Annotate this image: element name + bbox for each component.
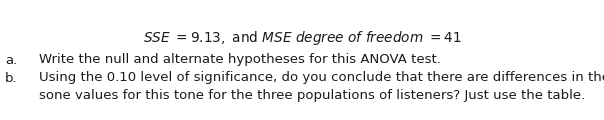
Text: Using the 0.10 level of significance, do you conclude that there are differences: Using the 0.10 level of significance, do… [39, 72, 604, 84]
Text: sone values for this tone for the three populations of listeners? Just use the t: sone values for this tone for the three … [39, 90, 585, 102]
Text: a.: a. [5, 54, 17, 66]
Text: b.: b. [5, 72, 18, 84]
Text: Write the null and alternate hypotheses for this ANOVA test.: Write the null and alternate hypotheses … [39, 54, 441, 66]
Text: $\mathit{SSE}$$ \ $$= 9.13,$ and $\mathit{MSE\ degree\ of\ freedom}$$ \ $$= 41$: $\mathit{SSE}$$ \ $$= 9.13,$ and $\mathi… [143, 29, 461, 47]
